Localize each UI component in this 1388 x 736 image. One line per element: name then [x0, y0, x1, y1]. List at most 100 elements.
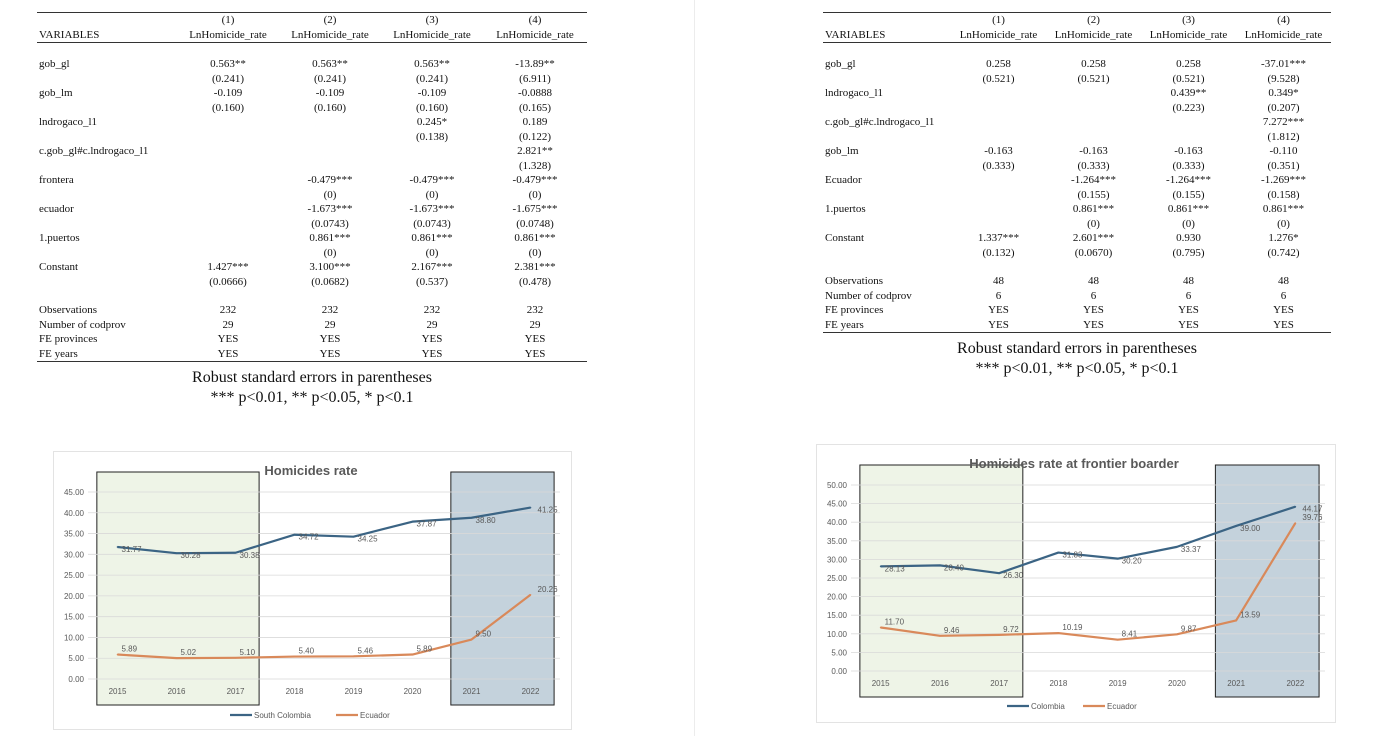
empty-cell — [823, 72, 951, 87]
column-name: LnHomicide_rate — [1046, 27, 1141, 43]
data-point — [529, 506, 532, 509]
data-label: 5.02 — [181, 648, 197, 657]
standard-error — [951, 130, 1046, 145]
spacer-cell — [381, 289, 483, 303]
spacer-cell — [1046, 43, 1141, 58]
coefficient: -0.479*** — [512, 174, 558, 186]
robust-se-note: Robust standard errors in parentheses — [957, 340, 1197, 357]
statistic-label: FE provinces — [825, 304, 884, 316]
highlight-period-box — [859, 464, 1024, 698]
coefficient — [381, 144, 483, 159]
y-tick-label: 35.00 — [64, 530, 85, 539]
y-tick-label: 40.00 — [64, 509, 85, 518]
standard-error — [951, 188, 1046, 203]
table-row: (0) (0) (0) — [37, 246, 587, 261]
standard-error — [177, 159, 279, 174]
statistic-value: YES — [381, 346, 483, 362]
table-row: Constant 1.427*** 3.100*** 2.167*** 2.381*** — [37, 260, 587, 275]
y-tick-label: 5.00 — [831, 648, 847, 657]
coefficient: -0.163 — [984, 145, 1013, 157]
variable-label: 1.puertos — [825, 203, 866, 215]
empty-cell — [37, 72, 177, 87]
data-point — [234, 551, 237, 554]
empty-cell — [823, 12, 951, 28]
data-point — [411, 520, 414, 523]
data-point — [116, 546, 119, 548]
variable-label: lndrogaco_l1 — [825, 87, 884, 99]
coefficient: 1.276* — [1268, 232, 1299, 244]
spacer-cell — [279, 43, 381, 58]
data-label: 33.37 — [1181, 545, 1202, 554]
standard-error — [279, 130, 381, 145]
empty-cell — [823, 188, 951, 203]
data-label: 20.26 — [538, 585, 559, 594]
coefficient: -0.0888 — [518, 87, 552, 99]
standard-error: (0.333) — [1172, 159, 1205, 172]
statistic-value: 48 — [993, 275, 1004, 287]
standard-error: (0) — [1087, 217, 1100, 230]
column-name: LnHomicide_rate — [279, 27, 381, 43]
data-label: 28.13 — [885, 564, 906, 573]
coefficient: -37.01*** — [1261, 58, 1306, 70]
statistic-value: 232 — [219, 304, 237, 316]
data-label: 31.77 — [122, 545, 143, 554]
spacer-cell — [177, 289, 279, 303]
statistic-value: 6 — [995, 289, 1002, 302]
y-tick-label: 35.00 — [827, 537, 848, 546]
y-tick-label: 10.00 — [827, 630, 848, 639]
table-row: ecuador -1.673*** -1.673*** -1.675*** — [37, 202, 587, 217]
empty-cell — [823, 246, 951, 261]
column-name: LnHomicide_rate — [177, 27, 279, 43]
series-line-colombia — [880, 505, 1296, 575]
data-point — [1235, 619, 1237, 622]
standard-error: (0.155) — [1172, 188, 1205, 201]
coefficient: 0.861*** — [309, 232, 351, 244]
spacer-cell — [1141, 260, 1236, 274]
coefficient: 2.821** — [517, 145, 553, 157]
statistic-value: 29 — [426, 318, 438, 331]
table-row: (0) (0) (0) — [37, 188, 587, 203]
statistic-value: YES — [988, 304, 1009, 316]
statistic-value: 48 — [1183, 275, 1194, 287]
coefficient — [177, 144, 279, 159]
statistic-value: 232 — [423, 304, 441, 316]
variable-label: lndrogaco_l1 — [39, 116, 98, 128]
table-row: gob_gl 0.258 0.258 0.258 -37.01*** — [823, 57, 1331, 72]
standard-error: (0.478) — [518, 275, 552, 288]
regression-table-right: (1) (2) (3) (4) VARIABLES LnHomicide_rate LnHo… — [823, 12, 1331, 333]
standard-error — [1141, 130, 1236, 145]
column-number: (4) — [1236, 12, 1331, 28]
standard-error: (0) — [528, 188, 542, 201]
highlight-period-box — [450, 471, 555, 706]
statistic-value: 48 — [1088, 275, 1099, 287]
x-tick-label: 2021 — [1227, 679, 1245, 688]
table-row — [823, 260, 1331, 274]
standard-error: (0) — [528, 246, 542, 259]
spacer-cell — [1141, 43, 1236, 58]
standard-error: (0) — [425, 188, 439, 201]
y-tick-label: 50.00 — [827, 481, 848, 490]
standard-error — [1046, 101, 1141, 116]
coefficient: 2.167*** — [411, 261, 453, 273]
coefficient: -1.269*** — [1261, 174, 1306, 186]
coefficient — [1046, 115, 1141, 130]
table-row: gob_lm -0.163 -0.163 -0.163 -0.110 — [823, 144, 1331, 159]
significance-note: *** p<0.01, ** p<0.05, * p<0.1 — [975, 360, 1179, 377]
data-label: 8.41 — [1122, 630, 1138, 639]
spacer-cell — [483, 289, 587, 303]
column-name: LnHomicide_rate — [1141, 27, 1236, 43]
statistic-value: YES — [319, 333, 341, 345]
empty-cell — [37, 12, 177, 28]
table-row: (0.0666) (0.0682) (0.537) (0.478) — [37, 275, 587, 290]
y-tick-label: 45.00 — [827, 500, 848, 509]
variable-label: Ecuador — [825, 174, 862, 186]
data-point — [1057, 632, 1060, 634]
variable-label: Constant — [825, 232, 865, 244]
data-label: 30.28 — [181, 551, 202, 560]
table-row: (1.812) — [823, 130, 1331, 145]
coefficient: -0.479*** — [409, 174, 455, 186]
statistic-label: FE years — [37, 346, 177, 362]
variable-label: gob_gl — [825, 58, 856, 70]
standard-error: (0) — [323, 188, 337, 201]
x-tick-label: 2020 — [1168, 679, 1186, 688]
